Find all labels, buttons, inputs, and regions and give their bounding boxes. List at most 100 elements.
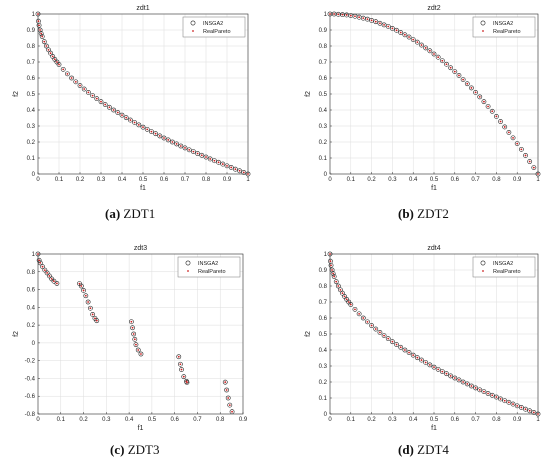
real-pareto-point [462, 381, 465, 383]
real-pareto-point [424, 47, 427, 49]
real-pareto-point [130, 320, 133, 323]
insga2-point [385, 336, 391, 342]
x-tick-label: 0.4 [409, 417, 418, 423]
real-pareto-point [507, 401, 510, 404]
insga2-point [493, 394, 499, 400]
real-pareto-point [331, 269, 333, 271]
y-tick-label: 0.8 [27, 270, 36, 276]
real-pareto-point [78, 282, 81, 285]
x-tick-label: 0.4 [118, 177, 127, 183]
y-tick-label: 0.1 [27, 156, 36, 162]
insga2-point [232, 166, 238, 172]
insga2-point [128, 319, 134, 325]
y-tick-label: 0.7 [319, 60, 328, 66]
insga2-point [119, 112, 125, 118]
real-pareto-point [512, 403, 514, 405]
real-pareto-point [362, 17, 365, 20]
x-axis-label: f1 [431, 425, 437, 432]
real-pareto-point [503, 399, 506, 402]
real-pareto-point [171, 141, 174, 143]
real-pareto-point [420, 44, 423, 46]
insga2-point [44, 43, 49, 49]
legend-box [472, 256, 536, 278]
real-pareto-point [347, 301, 350, 303]
x-tick-label: 0.1 [57, 417, 66, 423]
insga2-point [481, 99, 487, 105]
y-tick-label: 0.4 [319, 348, 328, 354]
insga2-point [40, 264, 45, 270]
insga2-point [181, 374, 187, 380]
insga2-point [73, 79, 79, 85]
x-tick-label: 0.3 [97, 177, 106, 183]
insga2-point [398, 344, 404, 350]
insga2-point [381, 333, 387, 338]
real-pareto-point [391, 340, 394, 343]
real-pareto-point [41, 35, 44, 38]
real-pareto-point [188, 148, 191, 151]
real-pareto-point [133, 338, 136, 341]
real-pareto-point [524, 154, 527, 157]
insga2-point [348, 302, 354, 307]
real-pareto-point [339, 288, 342, 291]
y-tick-label: 0.9 [319, 28, 328, 34]
insga2-point [410, 352, 416, 358]
y-tick-label: -0.4 [25, 376, 36, 382]
y-tick-label: 0 [32, 172, 36, 178]
chart-title: zdt2 [427, 5, 440, 12]
insga2-point [94, 96, 100, 102]
insga2-point [83, 293, 89, 299]
insga2-point [448, 65, 454, 71]
insga2-point [377, 20, 383, 26]
chart-zdt4: 0 0.1 0.2 0.3 0.4 0.5 0.6 0.7 0.8 0.9 1 0 0.1 0.2 0.3 0… [305, 245, 541, 432]
insga2-point [56, 62, 62, 67]
insga2-point [402, 32, 408, 38]
insga2-point [81, 86, 87, 92]
real-pareto-point [524, 408, 527, 411]
real-pareto-point [38, 24, 40, 27]
real-pareto-point [470, 87, 473, 89]
real-pareto-point [129, 119, 132, 121]
insga2-point [199, 152, 205, 158]
real-pareto-point [43, 40, 46, 43]
real-pareto-point [487, 105, 489, 108]
real-pareto-point [228, 404, 231, 407]
real-pareto-point [441, 370, 444, 373]
insga2-point [140, 124, 146, 130]
insga2-point [460, 379, 466, 385]
y-tick-label: 1 [32, 12, 36, 18]
real-pareto-point [362, 317, 365, 319]
real-pareto-point [238, 169, 241, 172]
insga2-point [444, 61, 449, 67]
caption-text: ZDT1 [123, 206, 156, 221]
real-pareto-point [37, 13, 39, 15]
insga2-point [224, 163, 230, 169]
insga2-point [138, 351, 144, 357]
real-pareto-point [84, 294, 87, 297]
real-pareto-point [516, 404, 519, 407]
legend-real-pareto-marker [187, 270, 189, 272]
insga2-point [514, 403, 520, 409]
legend-box [472, 16, 536, 38]
y-tick-label: 0.4 [319, 108, 328, 114]
insga2-point [132, 336, 138, 342]
real-pareto-point [37, 20, 40, 23]
real-pareto-point [528, 409, 531, 412]
insga2-point [390, 25, 395, 31]
legend-real-pareto-marker [482, 270, 484, 272]
y-tick-label: 1 [324, 252, 328, 258]
real-pareto-point [39, 261, 42, 264]
insga2-point [464, 381, 470, 387]
real-pareto-point [491, 110, 494, 113]
insga2-point [184, 380, 190, 385]
real-pareto-point [433, 366, 435, 369]
y-tick-label: 0.2 [319, 140, 328, 146]
x-tick-label: 0.6 [170, 417, 179, 423]
y-tick-label: 1 [32, 252, 36, 258]
real-pareto-point [520, 148, 523, 151]
x-axis-label: f1 [140, 185, 146, 192]
insga2-point [406, 350, 412, 355]
real-pareto-point [483, 100, 485, 103]
x-tick-label: 0.2 [79, 417, 88, 423]
real-pareto-point [445, 372, 448, 375]
real-pareto-point [133, 121, 136, 124]
